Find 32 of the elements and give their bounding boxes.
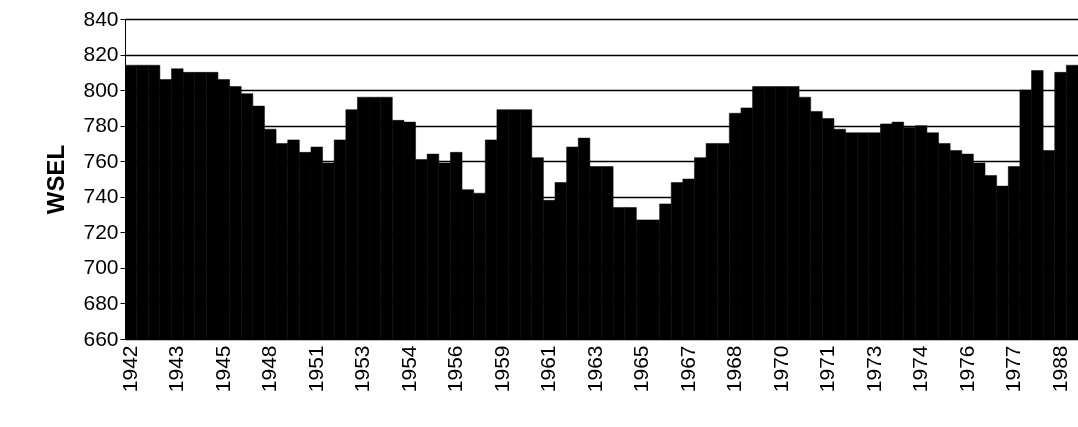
x-tick-label: 1942 [117, 345, 141, 393]
x-tick-label: 1965 [629, 345, 653, 393]
x-tick-label: 1970 [768, 345, 792, 393]
y-tick-label: 760 [83, 148, 119, 172]
x-tick-label: 1943 [164, 345, 188, 393]
y-tick-label: 820 [83, 42, 119, 66]
x-tick-label: 1968 [722, 345, 746, 393]
y-tick-label: 660 [83, 326, 119, 350]
x-tick-label: 1961 [536, 345, 560, 393]
y-axis-title: WSEL [42, 144, 70, 215]
y-tick-label: 700 [83, 255, 119, 279]
x-tick-label: 1954 [396, 345, 420, 393]
x-tick-label: 1974 [908, 345, 932, 393]
x-tick-label: 1977 [1001, 345, 1025, 393]
x-tick-label: 1953 [350, 345, 374, 393]
x-tick-label: 1967 [675, 345, 699, 393]
x-tick-label: 1945 [210, 345, 234, 393]
x-tick-label: 1988 [1047, 345, 1071, 393]
x-tick-label: 1963 [582, 345, 606, 393]
y-tick-label: 740 [83, 184, 119, 208]
y-tick-label: 780 [83, 113, 119, 137]
y-tick-label: 720 [83, 219, 119, 243]
x-tick-label: 1973 [861, 345, 885, 393]
x-tick-label: 1959 [489, 345, 513, 393]
x-tick-label: 1976 [954, 345, 978, 393]
y-tick-label: 680 [83, 290, 119, 314]
x-tick-label: 1948 [257, 345, 281, 393]
x-tick-label: 1956 [443, 345, 467, 393]
x-tick-label: 1951 [303, 345, 327, 393]
y-tick-label: 840 [83, 6, 119, 30]
y-tick-label: 800 [83, 77, 119, 101]
x-tick-label: 1971 [815, 345, 839, 393]
